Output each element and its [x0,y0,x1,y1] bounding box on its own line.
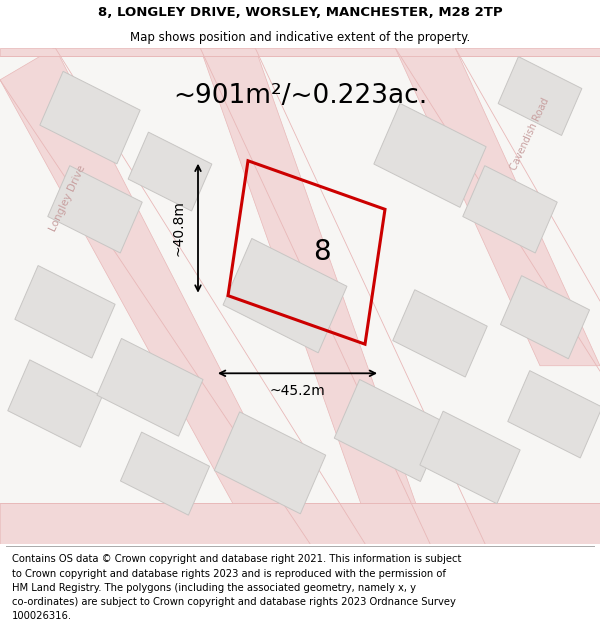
Bar [40,71,140,164]
Text: ~40.8m: ~40.8m [171,200,185,256]
Text: 100026316.: 100026316. [12,611,72,621]
Bar [500,276,590,359]
Text: to Crown copyright and database rights 2023 and is reproduced with the permissio: to Crown copyright and database rights 2… [12,569,446,579]
Text: 8: 8 [313,239,331,266]
Text: Longley Drive: Longley Drive [48,164,88,233]
Polygon shape [0,48,600,56]
Bar [498,57,582,136]
Bar [15,266,115,358]
Text: Contains OS data © Crown copyright and database right 2021. This information is : Contains OS data © Crown copyright and d… [12,554,461,564]
Polygon shape [395,48,600,366]
Text: ~45.2m: ~45.2m [269,384,325,398]
Bar [97,339,203,436]
Bar [214,412,326,514]
Bar [121,432,209,515]
Text: 8, LONGLEY DRIVE, WORSLEY, MANCHESTER, M28 2TP: 8, LONGLEY DRIVE, WORSLEY, MANCHESTER, M… [98,6,502,19]
Text: Map shows position and indicative extent of the property.: Map shows position and indicative extent… [130,31,470,44]
Bar [8,360,102,447]
Bar [463,166,557,253]
Polygon shape [0,503,600,544]
Bar [223,239,347,352]
Polygon shape [0,48,310,544]
Text: HM Land Registry. The polygons (including the associated geometry, namely x, y: HM Land Registry. The polygons (includin… [12,582,416,592]
Bar [128,132,212,211]
Text: co-ordinates) are subject to Crown copyright and database rights 2023 Ordnance S: co-ordinates) are subject to Crown copyr… [12,597,456,607]
Bar [48,166,142,253]
Bar [508,371,600,458]
Text: Cavendish Road: Cavendish Road [509,96,551,171]
Bar [420,411,520,504]
Bar [393,290,487,377]
Bar [374,103,486,208]
Text: ~901m²/~0.223ac.: ~901m²/~0.223ac. [173,83,427,109]
Bar [334,379,446,481]
Polygon shape [200,48,430,544]
